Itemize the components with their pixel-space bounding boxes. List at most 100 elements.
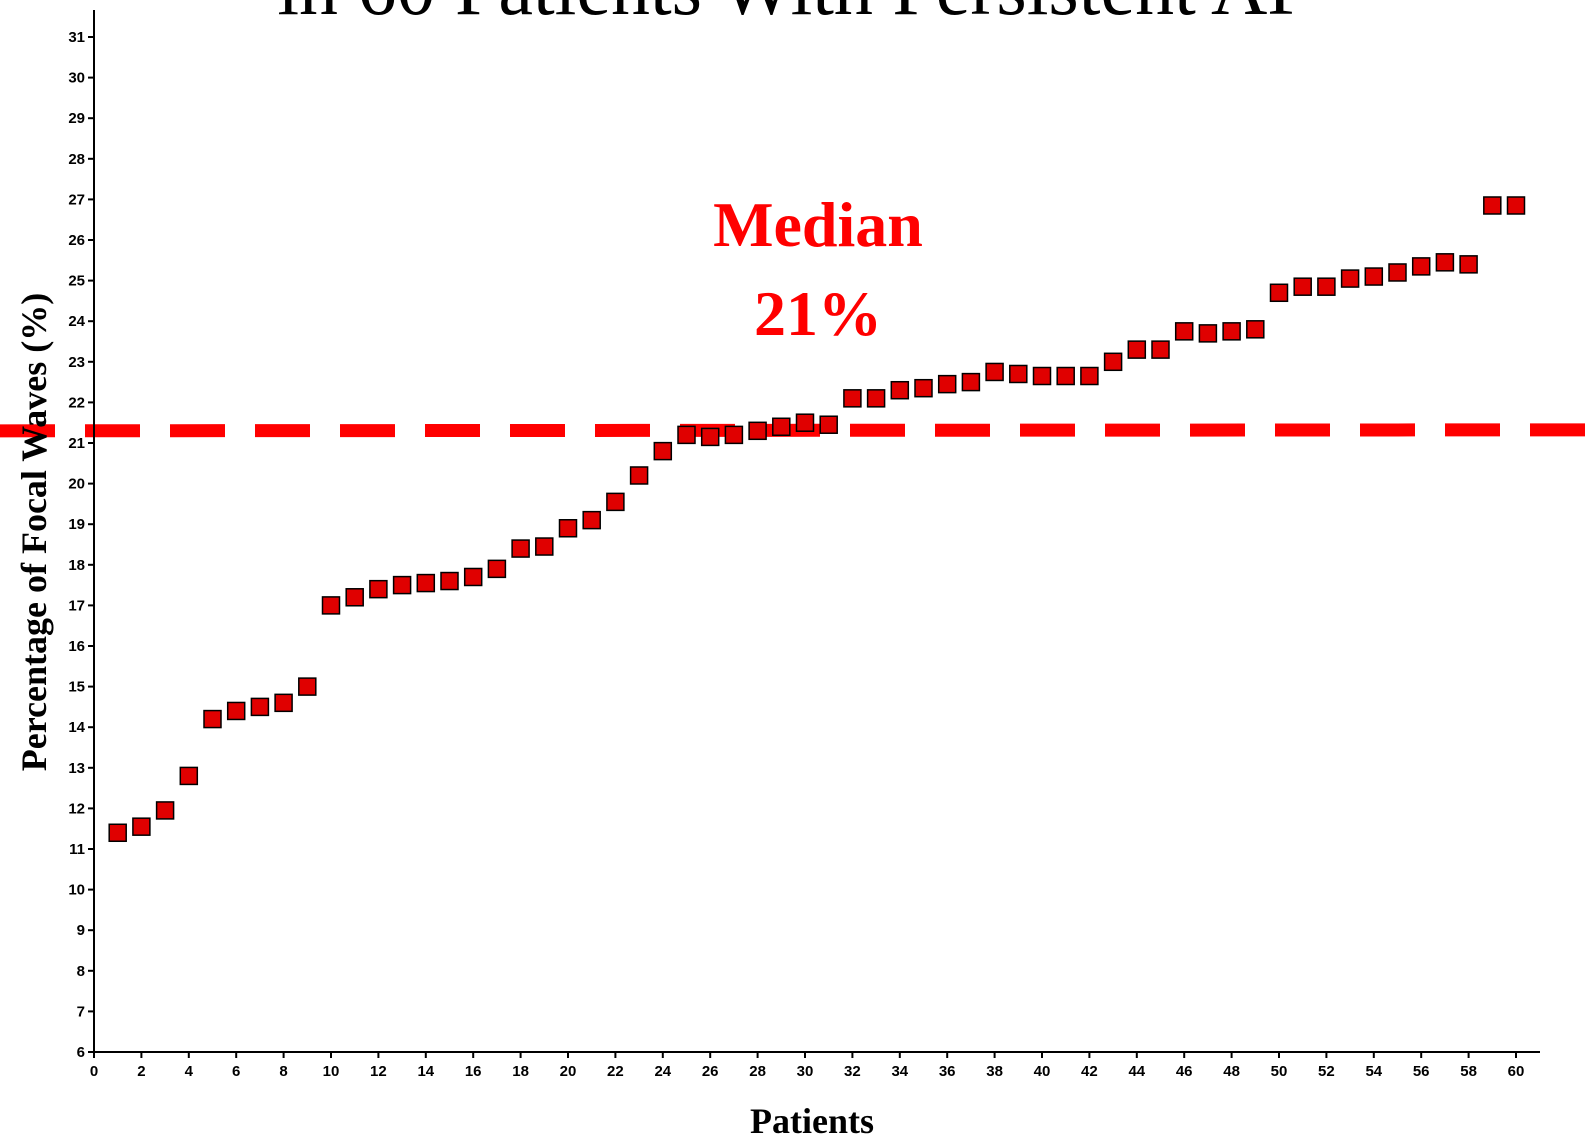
chart-title: in 60 Patients With Persistent AF: [277, 0, 1310, 31]
data-point: [1483, 196, 1502, 215]
x-tick-label: 14: [417, 1063, 434, 1080]
data-point: [748, 421, 767, 441]
x-tick-label: 20: [560, 1063, 577, 1080]
data-point: [535, 537, 554, 556]
data-point: [226, 701, 246, 721]
y-tick-label: 12: [68, 800, 85, 817]
data-point: [345, 588, 364, 607]
data-point: [700, 427, 720, 447]
x-tick-label: 12: [370, 1063, 387, 1080]
y-tick-label: 20: [68, 476, 85, 493]
x-tick-label: 50: [1271, 1063, 1288, 1080]
data-point: [677, 425, 696, 445]
data-point: [772, 417, 791, 437]
x-tick-label: 42: [1081, 1063, 1098, 1080]
x-tick-label: 30: [797, 1063, 814, 1080]
data-point: [298, 677, 317, 696]
data-point: [1506, 196, 1526, 215]
y-tick-label: 9: [77, 922, 85, 939]
y-tick-label: 10: [68, 882, 85, 899]
data-point: [937, 374, 957, 394]
y-tick-label: 21: [68, 435, 85, 452]
data-point: [1009, 364, 1028, 384]
x-tick-label: 6: [232, 1063, 240, 1080]
x-tick-label: 58: [1460, 1063, 1477, 1080]
data-point: [582, 510, 601, 530]
x-tick-label: 44: [1128, 1063, 1145, 1080]
data-point: [1056, 366, 1075, 386]
data-point: [1198, 324, 1218, 343]
median-annotation-label: Median: [713, 189, 923, 260]
y-tick-label: 22: [68, 394, 85, 411]
data-point: [1222, 322, 1241, 341]
data-point: [795, 413, 815, 432]
x-tick-label: 18: [512, 1063, 529, 1080]
x-tick-label: 2: [137, 1063, 145, 1080]
y-tick-label: 17: [68, 597, 85, 614]
x-tick-label: 40: [1034, 1063, 1051, 1080]
x-tick-label: 16: [465, 1063, 482, 1080]
data-point: [914, 378, 933, 398]
y-tick-label: 14: [68, 719, 85, 736]
x-tick-label: 54: [1365, 1063, 1382, 1080]
y-tick-label: 19: [68, 516, 85, 533]
y-tick-label: 13: [68, 760, 85, 777]
data-point: [1151, 340, 1170, 359]
data-point: [961, 372, 981, 392]
x-tick-label: 22: [607, 1063, 624, 1080]
data-point: [558, 519, 578, 538]
y-tick-label: 27: [68, 191, 85, 208]
x-tick-label: 46: [1176, 1063, 1193, 1080]
data-point: [606, 492, 625, 512]
x-tick-label: 60: [1508, 1063, 1525, 1080]
y-tick-label: 28: [68, 151, 85, 168]
data-point: [1411, 257, 1431, 276]
data-point: [724, 425, 744, 445]
data-point: [511, 539, 530, 558]
data-point: [653, 441, 673, 461]
data-point: [1459, 255, 1478, 274]
x-tick-label: 36: [939, 1063, 956, 1080]
data-point: [985, 362, 1004, 382]
x-tick-label: 28: [749, 1063, 766, 1080]
x-tick-label: 24: [654, 1063, 671, 1080]
data-point: [155, 801, 175, 820]
axes: 6789101112131415161718192021222324252627…: [68, 10, 1540, 1080]
data-point: [1080, 366, 1099, 386]
x-tick-label: 8: [279, 1063, 287, 1080]
x-tick-label: 32: [844, 1063, 861, 1080]
x-tick-label: 10: [323, 1063, 340, 1080]
data-point: [179, 766, 199, 786]
y-tick-label: 16: [68, 638, 85, 655]
data-point: [1246, 320, 1265, 339]
y-tick-label: 31: [68, 29, 85, 46]
data-point: [463, 567, 483, 587]
data-point: [1317, 277, 1336, 296]
x-tick-label: 0: [90, 1063, 98, 1080]
data-point: [1293, 277, 1312, 296]
y-tick-label: 6: [77, 1044, 85, 1061]
data-point: [108, 823, 127, 843]
data-point: [1364, 267, 1384, 286]
data-point: [369, 579, 388, 599]
x-tick-label: 4: [185, 1063, 194, 1080]
data-point: [392, 575, 412, 595]
data-point: [890, 380, 910, 400]
y-tick-label: 15: [68, 679, 85, 696]
data-point: [416, 573, 436, 593]
y-tick-label: 24: [68, 313, 85, 330]
data-point: [250, 697, 270, 717]
data-point: [1388, 263, 1407, 282]
data-point: [1127, 340, 1147, 359]
y-tick-label: 26: [68, 232, 85, 249]
y-tick-label: 11: [69, 841, 85, 858]
median-line: [0, 423, 1589, 438]
data-point: [866, 389, 886, 408]
median-annotation-value: 21%: [754, 278, 882, 349]
data-point: [1269, 283, 1289, 303]
data-point: [819, 415, 838, 434]
data-point: [132, 817, 151, 836]
data-point: [487, 559, 507, 579]
median-layer: [0, 423, 1589, 438]
